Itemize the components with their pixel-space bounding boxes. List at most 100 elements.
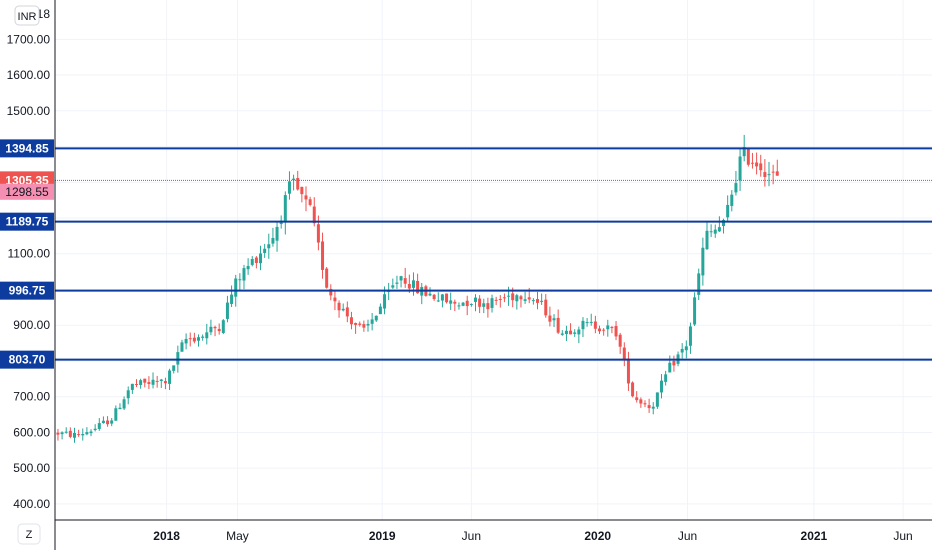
candle-body xyxy=(184,338,188,344)
candle-body xyxy=(672,360,676,366)
candle-body xyxy=(602,329,606,331)
candle-body xyxy=(775,171,779,176)
candle-body xyxy=(101,420,105,424)
candle-body xyxy=(697,273,701,295)
previous-close-badge xyxy=(0,183,54,200)
y-tick-label-partial: 18 xyxy=(37,7,51,21)
candle-body xyxy=(188,338,192,340)
scale-button[interactable]: Z xyxy=(26,529,33,541)
candle-body xyxy=(77,434,81,436)
candle-body xyxy=(64,431,68,433)
candle-body xyxy=(354,322,358,325)
candle-body xyxy=(349,317,353,325)
y-tick-label: 1100.00 xyxy=(8,247,51,261)
candle-body xyxy=(292,178,296,181)
y-tick-label: 600.00 xyxy=(13,425,50,439)
candle-body xyxy=(155,380,159,382)
candle-body xyxy=(647,405,651,409)
candle-body xyxy=(374,315,378,321)
candle-body xyxy=(411,280,415,288)
x-tick-label: Jun xyxy=(678,529,697,543)
candle-body xyxy=(453,301,457,304)
candle-body xyxy=(701,247,705,276)
currency-button[interactable]: INR xyxy=(18,11,37,23)
currency-button-bg[interactable] xyxy=(14,5,40,26)
candle-body xyxy=(176,352,180,365)
level-badge xyxy=(0,281,54,300)
candle-body xyxy=(585,322,589,324)
candle-body xyxy=(383,294,387,309)
candle-body xyxy=(403,278,407,284)
candle-body xyxy=(722,220,726,226)
candle-body xyxy=(399,276,403,281)
x-tick-label: 2018 xyxy=(153,529,180,543)
candle-body xyxy=(271,238,275,244)
candle-body xyxy=(440,294,444,301)
candle-body xyxy=(321,241,325,270)
candle-body xyxy=(416,280,420,294)
candle-body xyxy=(89,431,93,434)
candle-body xyxy=(341,308,345,311)
candle-body xyxy=(564,330,568,335)
candle-body xyxy=(316,224,320,243)
candle-body xyxy=(147,382,151,384)
level-badge-label: 996.75 xyxy=(9,284,46,298)
candle-body xyxy=(684,346,688,351)
candle-body xyxy=(581,320,585,330)
candle-body xyxy=(445,293,449,303)
candle-body xyxy=(205,332,209,339)
candle-body xyxy=(362,324,366,328)
candle-body xyxy=(296,178,300,190)
candle-body xyxy=(221,320,225,333)
candle-body xyxy=(573,332,577,334)
y-tick-label: 700.00 xyxy=(13,390,50,404)
candle-body xyxy=(531,300,535,302)
candle-body xyxy=(660,380,664,393)
candle-body xyxy=(337,302,341,311)
candle-body xyxy=(461,302,465,306)
candle-body xyxy=(325,268,329,288)
candle-body xyxy=(548,315,552,322)
candle-body xyxy=(713,229,717,234)
candle-body xyxy=(593,321,597,329)
candle-body xyxy=(370,319,374,324)
candle-body xyxy=(333,297,337,302)
candle-body xyxy=(680,348,684,353)
candle-body xyxy=(283,195,287,223)
candle-body xyxy=(366,323,370,326)
candle-body xyxy=(755,162,759,167)
level-badge xyxy=(0,212,54,231)
candle-body xyxy=(168,370,172,384)
candle-body xyxy=(614,326,618,337)
level-badge xyxy=(0,350,54,369)
y-tick-label: 1600.00 xyxy=(7,68,51,82)
level-badge-label: 1394.85 xyxy=(5,141,49,155)
candle-body xyxy=(143,378,147,383)
candle-body xyxy=(275,226,279,241)
candle-body xyxy=(569,330,573,335)
candle-body xyxy=(473,297,477,302)
candle-body xyxy=(151,379,155,385)
candle-body xyxy=(197,337,201,341)
scale-button-bg[interactable] xyxy=(17,523,41,545)
candle-body xyxy=(139,380,143,385)
candle-body xyxy=(72,432,76,438)
grid xyxy=(55,0,932,520)
candle-body xyxy=(639,399,643,404)
candle-body xyxy=(556,317,560,333)
candle-body xyxy=(436,300,440,302)
candle-body xyxy=(643,403,647,405)
candle-body xyxy=(738,156,742,181)
y-tick-label: 400.00 xyxy=(13,497,50,511)
support-resistance-levels[interactable] xyxy=(55,147,932,361)
candle-body xyxy=(428,293,432,296)
candle-body xyxy=(259,253,263,264)
axes: 400.00500.00600.00700.00800.00900.001000… xyxy=(7,0,932,550)
candle-body xyxy=(192,337,196,342)
chart-controls[interactable]: INR Z xyxy=(14,5,41,545)
candle-body xyxy=(610,326,614,328)
candle-body xyxy=(457,305,461,307)
